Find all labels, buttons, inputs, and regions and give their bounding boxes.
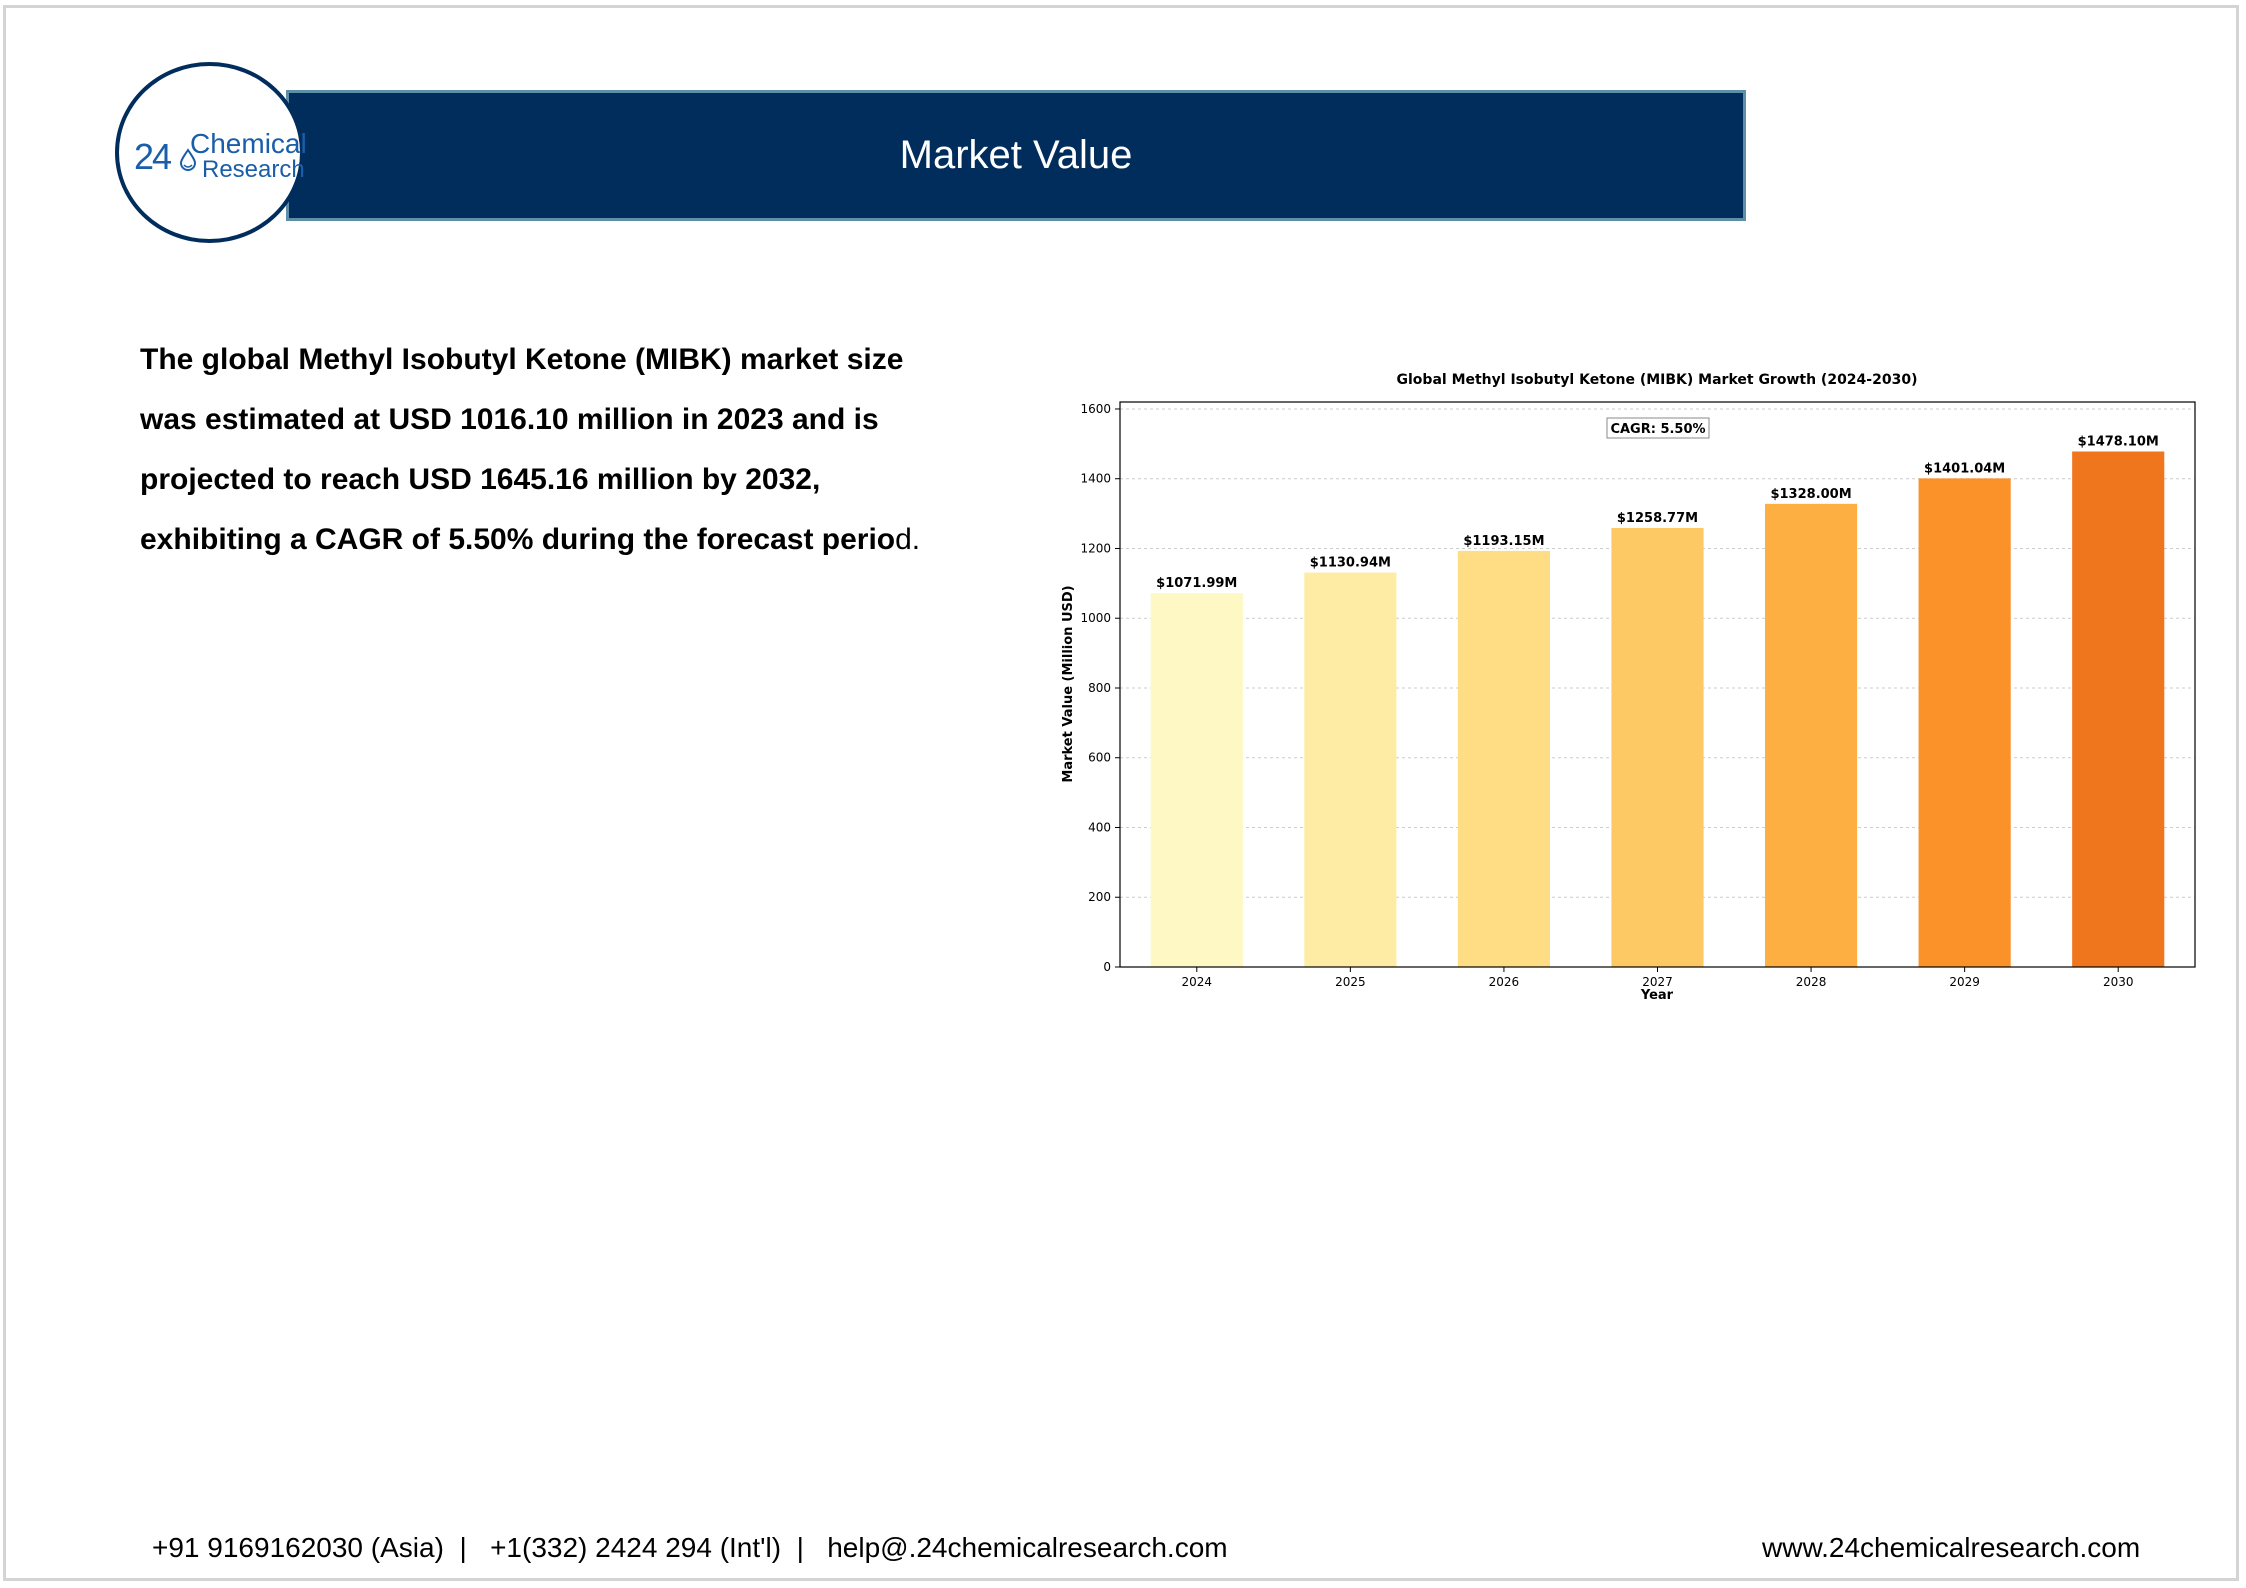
bar-value-label: $1130.94M	[1310, 556, 1391, 571]
footer-website[interactable]: www.24chemicalresearch.com	[1762, 1532, 2141, 1563]
bar-value-label: $1328.00M	[1770, 487, 1851, 502]
bar-value-label: $1401.04M	[1924, 461, 2005, 476]
bar	[1457, 550, 1550, 967]
drop-icon	[179, 148, 197, 171]
intro-paragraph: The global Methyl Isobutyl Ketone (MIBK)…	[140, 330, 940, 570]
logo-number: 24	[134, 136, 172, 177]
intro-text-tail: d.	[895, 523, 921, 556]
plot-frame	[1119, 401, 2196, 968]
page-frame	[3, 5, 2239, 1581]
y-tick-label: 600	[1088, 751, 1111, 765]
chart-gridlines	[1120, 408, 2195, 898]
bar	[1918, 478, 2011, 967]
cagr-annotation: CAGR: 5.50%	[1606, 417, 1710, 439]
x-tick-label: 2028	[1796, 975, 1827, 989]
x-tick-label: 2026	[1489, 975, 1520, 989]
market-growth-chart: Global Methyl Isobutyl Ketone (MIBK) Mar…	[1061, 372, 2196, 1003]
y-tick-label: 1400	[1080, 472, 1111, 486]
company-logo[interactable]: 24 Chemical Research	[115, 62, 307, 243]
bar-value-label: $1478.10M	[2078, 434, 2159, 449]
chart-y-axis: 0 200 400 600 800 1000 1200 1400 1600	[1080, 402, 1120, 974]
chart-bars	[1150, 451, 2165, 967]
y-tick-label: 800	[1088, 681, 1111, 695]
y-tick-label: 1000	[1080, 611, 1111, 625]
bar	[1150, 593, 1243, 967]
bar	[1304, 572, 1397, 967]
x-tick-label: 2030	[2103, 975, 2134, 989]
y-tick-label: 400	[1088, 820, 1111, 834]
x-tick-label: 2027	[1642, 975, 1673, 989]
x-axis-label: Year	[1640, 988, 1674, 1003]
x-tick-label: 2024	[1182, 975, 1213, 989]
logo-line1: Chemical	[190, 128, 307, 159]
cagr-label: CAGR: 5.50%	[1610, 422, 1705, 437]
y-tick-label: 1200	[1080, 541, 1111, 555]
bar	[2072, 451, 2165, 967]
bar-value-label: $1071.99M	[1156, 576, 1237, 591]
footer-contacts: +91 9169162030 (Asia) | +1(332) 2424 294…	[152, 1532, 1228, 1563]
bar	[1765, 503, 1858, 967]
logo-line2: Research	[202, 156, 305, 183]
chart-data-labels: $1071.99M $1130.94M $1193.15M $1258.77M $132…	[1156, 434, 2159, 591]
bar-value-label: $1258.77M	[1617, 511, 1698, 526]
x-tick-label: 2025	[1335, 975, 1366, 989]
x-tick-label: 2029	[1949, 975, 1980, 989]
y-axis-label: Market Value (Million USD)	[1061, 585, 1076, 782]
chart-x-axis: 2024 2025 2026 2027 2028 2029 2030	[1182, 967, 2134, 989]
page-title: Market Value	[899, 133, 1133, 177]
bar	[1611, 527, 1704, 967]
bar-value-label: $1193.15M	[1463, 534, 1544, 549]
intro-text-bold: The global Methyl Isobutyl Ketone (MIBK)…	[140, 343, 904, 556]
y-tick-label: 200	[1088, 890, 1111, 904]
y-tick-label: 1600	[1080, 402, 1111, 416]
y-tick-label: 0	[1103, 960, 1111, 974]
chart-title: Global Methyl Isobutyl Ketone (MIBK) Mar…	[1397, 372, 1918, 388]
header-banner: Market Value	[286, 90, 1746, 221]
